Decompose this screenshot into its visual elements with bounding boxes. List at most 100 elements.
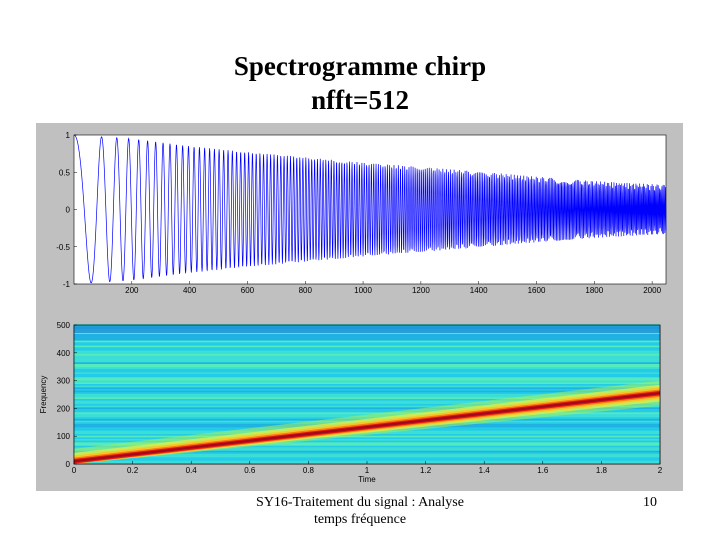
spectrogram-band [74,338,660,341]
page-number: 10 [643,495,657,510]
spectrogram-ridge [73,324,661,465]
spectrogram-band [74,395,660,398]
footer-course-line1: SY16-Traitement du signal : Analyse [256,495,464,510]
slide-subtitle: nfft=512 [311,85,409,115]
signal-xtick-label: 200 [125,286,139,295]
spectrogram-band [74,370,660,373]
spectrogram-ytick-label: 500 [57,321,71,330]
signal-xtick-label: 1000 [354,286,372,295]
spectrogram-band [74,458,660,461]
spectrogram-band [74,455,660,458]
spectrogram-band [74,380,660,383]
spectrogram-band [74,400,660,403]
spectrogram-xtick-label: 0.6 [244,466,256,475]
spectrogram-xlabel: Time [358,475,376,484]
spectrogram-band [74,437,660,439]
spectrogram-band [74,340,660,343]
spectrogram-band [74,365,660,368]
spectrogram-band [74,358,660,361]
spectrogram-band [74,452,660,454]
spectrogram-band [74,353,660,356]
spectrogram-xtick-label: 1.8 [596,466,608,475]
spectrogram-band [74,343,660,346]
spectrogram-band [74,403,660,406]
spectrogram-band [74,378,660,381]
spectrogram-top-band [74,325,660,333]
spectrogram-band [74,352,660,354]
footer-course-line2: temps fréquence [313,512,407,527]
spectrogram-band [74,390,660,393]
spectrogram-band [74,335,660,338]
signal-xtick-label: 600 [241,286,255,295]
figure-svg: 200 400 600 800 1000 1200 1400 1600 1800 200010.5… [39,131,667,484]
spectrogram-band [74,398,660,401]
spectrogram-ytick-label: 400 [57,349,71,358]
spectrogram-xtick-label: 0.8 [303,466,315,475]
spectrogram-band [74,408,660,411]
spectrogram-band [74,372,660,374]
signal-xtick-label: 1200 [412,286,430,295]
spectrogram-xtick-label: 1 [365,466,370,475]
spectrogram-band [74,363,660,366]
chirp-signal-path [73,134,667,284]
spectrogram-band [74,333,660,336]
slide-title: Spectrogramme chirp [233,51,487,81]
spectrogram-band [74,332,660,334]
spectrogram-band [74,405,660,408]
spectrogram-band [74,347,660,349]
spectrogram-band [74,348,660,351]
spectrogram-band [74,412,660,414]
spectrogram-xtick-label: 0.4 [186,466,198,475]
spectrogram-band [74,438,660,441]
spectrogram-band [74,445,660,448]
spectrogram-band [74,457,660,459]
spectrogram-band [74,382,660,384]
spectrogram-band [74,410,660,413]
signal-xtick-label: 1400 [470,286,488,295]
spectrogram-band [74,402,660,404]
signal-ytick-label: -1 [63,280,71,289]
spectrogram-band [74,447,660,449]
spectrogram-xtick-label: 0 [72,466,77,475]
spectrogram-band [74,355,660,358]
spectrogram-band [74,442,660,444]
spectrogram-band [74,377,660,379]
spectrogram-band [74,345,660,348]
spectrogram-band [74,388,660,391]
spectrogram-band [74,435,660,438]
signal-xtick-label: 1800 [585,286,603,295]
spectrogram-band [74,440,660,443]
matlab-figure: 200 400 600 800 1000 1200 1400 1600 1800 2000 1 0.5… [36,123,683,491]
spectrogram-band [74,450,660,453]
spectrogram-band [74,385,660,388]
spectrogram-band [74,368,660,371]
spectrogram-ridge-layer [74,391,660,463]
spectrogram-xtick-label: 0.2 [127,466,139,475]
signal-ytick-label: 0.5 [59,168,71,177]
footer-course: SY16-Traitement du signal : Analyse temp… [250,494,470,528]
signal-xtick-label: 2000 [643,286,661,295]
spectrogram-ytick-label: 0 [66,460,71,469]
spectrogram-band [74,448,660,451]
spectrogram-ytick-label: 200 [57,404,71,413]
signal-ytick-label: -0.5 [56,243,70,252]
signal-xtick-label: 400 [183,286,197,295]
spectrogram-band [74,350,660,353]
spectrogram-band [74,342,660,344]
spectrogram-band [74,337,660,339]
spectrogram-band [74,387,660,389]
spectrogram-xtick-label: 1.4 [479,466,491,475]
signal-ytick-label: 0 [66,206,71,215]
spectrogram-ylabel: Frequency [39,376,48,414]
spectrogram-xtick-label: 2 [658,466,663,475]
spectrogram-band [74,367,660,369]
chirp-signal-line [73,134,667,284]
spectrogram-band [74,375,660,378]
spectrogram-ytick-label: 300 [57,377,71,386]
spectrogram-xtick-label: 1.6 [537,466,549,475]
signal-xtick-label: 800 [299,286,313,295]
spectrogram-band [74,383,660,386]
spectrogram-xtick-label: 1.2 [420,466,432,475]
spectrogram-band [74,362,660,364]
spectrogram-band [74,373,660,376]
